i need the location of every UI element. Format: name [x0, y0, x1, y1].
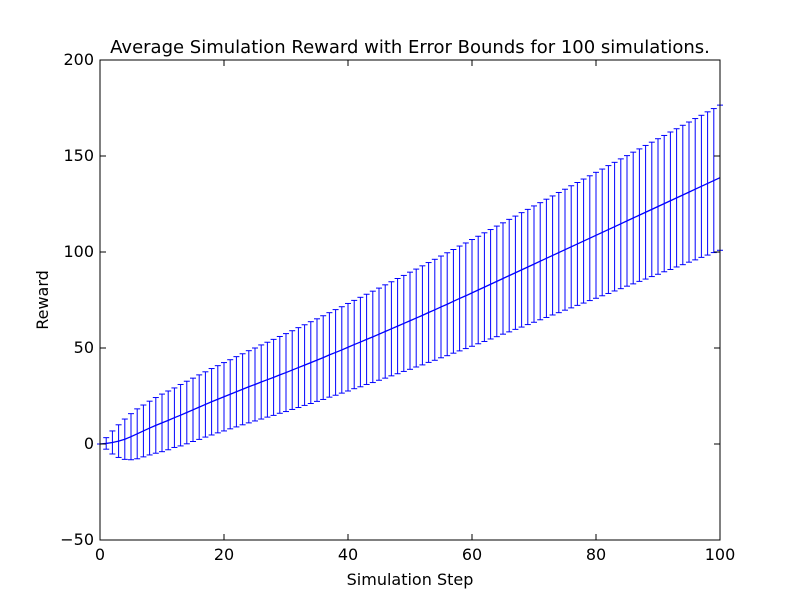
y-tick-label: 0 — [84, 434, 94, 453]
y-tick-label: 200 — [63, 50, 94, 69]
y-tick-label: 100 — [63, 242, 94, 261]
chart-title: Average Simulation Reward with Error Bou… — [110, 37, 710, 58]
x-axis-label: Simulation Step — [347, 570, 474, 589]
x-tick-label: 0 — [95, 545, 105, 564]
x-tick-label: 20 — [214, 545, 234, 564]
plot-frame — [99, 59, 721, 541]
mean-reward-line — [99, 177, 721, 445]
y-tick-label: 50 — [74, 338, 94, 357]
x-tick-label: 60 — [462, 545, 482, 564]
y-axis-label: Reward — [33, 270, 52, 330]
x-tick-label: 100 — [705, 545, 736, 564]
series-lines — [99, 177, 721, 445]
x-tick-label: 40 — [338, 545, 358, 564]
y-tick-label: 150 — [63, 146, 94, 165]
x-tick-label: 80 — [586, 545, 606, 564]
error-bars — [97, 104, 723, 461]
y-tick-label: −50 — [60, 530, 94, 549]
